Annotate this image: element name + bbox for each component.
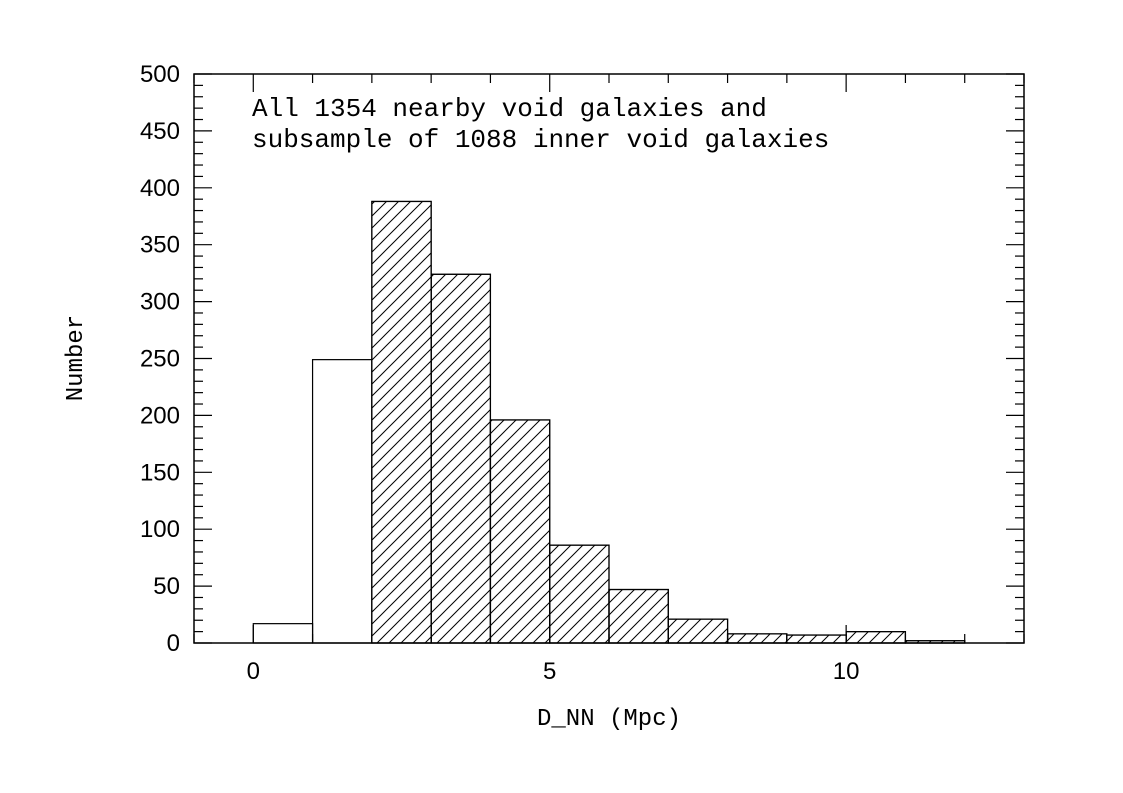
hatched-bar	[667, 618, 729, 644]
y-tick-label: 50	[153, 573, 180, 600]
x-tick-label: 0	[247, 658, 260, 685]
plot-frame	[193, 73, 1025, 644]
x-axis-label: D_NN (Mpc)	[537, 706, 681, 733]
x-tick-label: 5	[543, 658, 556, 685]
bars-layer	[252, 200, 966, 644]
hatched-bar	[608, 588, 669, 644]
hatched-bar	[489, 419, 551, 644]
y-tick-label: 0	[167, 630, 180, 657]
y-tick-label: 200	[140, 402, 180, 429]
y-tick-label: 350	[140, 232, 180, 259]
hatched-bar	[549, 544, 610, 644]
hatched-bar	[726, 633, 788, 644]
open-bar	[311, 359, 373, 644]
y-tick-label: 100	[140, 516, 180, 543]
annotation-line-2: subsample of 1088 inner void galaxies	[252, 125, 829, 155]
y-tick-label: 450	[140, 118, 180, 145]
y-tick-label: 300	[140, 289, 180, 316]
hatched-bar	[786, 634, 847, 644]
y-tick-label: 250	[140, 346, 180, 373]
annotation-line-1: All 1354 nearby void galaxies and	[252, 94, 767, 124]
y-tick-label: 500	[140, 61, 180, 88]
y-axis-label: Number	[63, 315, 90, 401]
ticks-layer	[193, 73, 1025, 644]
open-bar	[252, 623, 314, 644]
hatched-bar	[371, 200, 432, 644]
x-tick-label: 10	[833, 658, 860, 685]
hatched-bar	[430, 273, 492, 644]
y-tick-label: 150	[140, 459, 180, 486]
y-tick-label: 400	[140, 175, 180, 202]
hatched-bar	[845, 631, 907, 644]
